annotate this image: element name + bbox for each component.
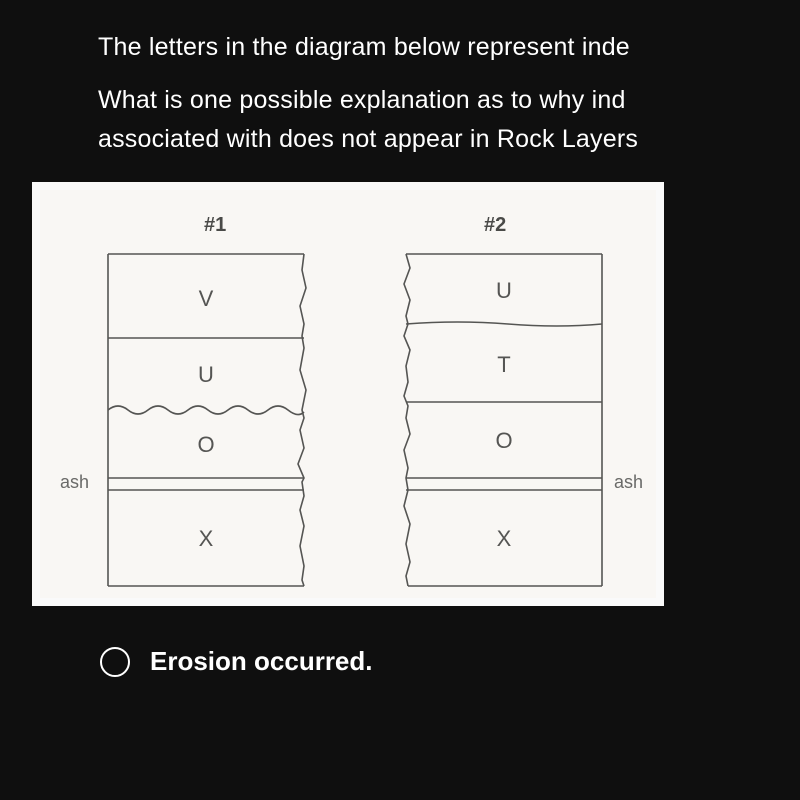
question-line-2: What is one possible explanation as to w… — [98, 86, 626, 114]
rock-layers-diagram: #1 #2 ash ash V U O X — [32, 182, 664, 606]
question-line-1: The letters in the diagram below represe… — [98, 28, 800, 67]
col1-layer-x: X — [199, 526, 214, 551]
col1-layer-u: U — [198, 362, 214, 387]
col1-layer-o: O — [197, 432, 214, 457]
col2-layer-x: X — [497, 526, 512, 551]
ash-label-left: ash — [60, 472, 89, 493]
col2-layer-o: O — [495, 428, 512, 453]
answer-option-1[interactable]: Erosion occurred. — [100, 646, 800, 677]
ash-label-right: ash — [614, 472, 643, 493]
column-2-header: #2 — [484, 214, 506, 237]
col2-layer-u: U — [496, 278, 512, 303]
column-1-header: #1 — [204, 214, 226, 237]
col1-layer-v: V — [199, 286, 214, 311]
answer-option-1-label: Erosion occurred. — [150, 646, 373, 677]
question-line-3: associated with does not appear in Rock … — [98, 125, 638, 153]
column-2-svg: U T O X — [398, 250, 606, 594]
col2-layer-t: T — [497, 352, 510, 377]
diagram-inner: #1 #2 ash ash V U O X — [40, 190, 656, 598]
column-1-svg: V U O X — [104, 250, 312, 594]
question-text: The letters in the diagram below represe… — [0, 0, 800, 158]
radio-icon[interactable] — [100, 647, 130, 677]
